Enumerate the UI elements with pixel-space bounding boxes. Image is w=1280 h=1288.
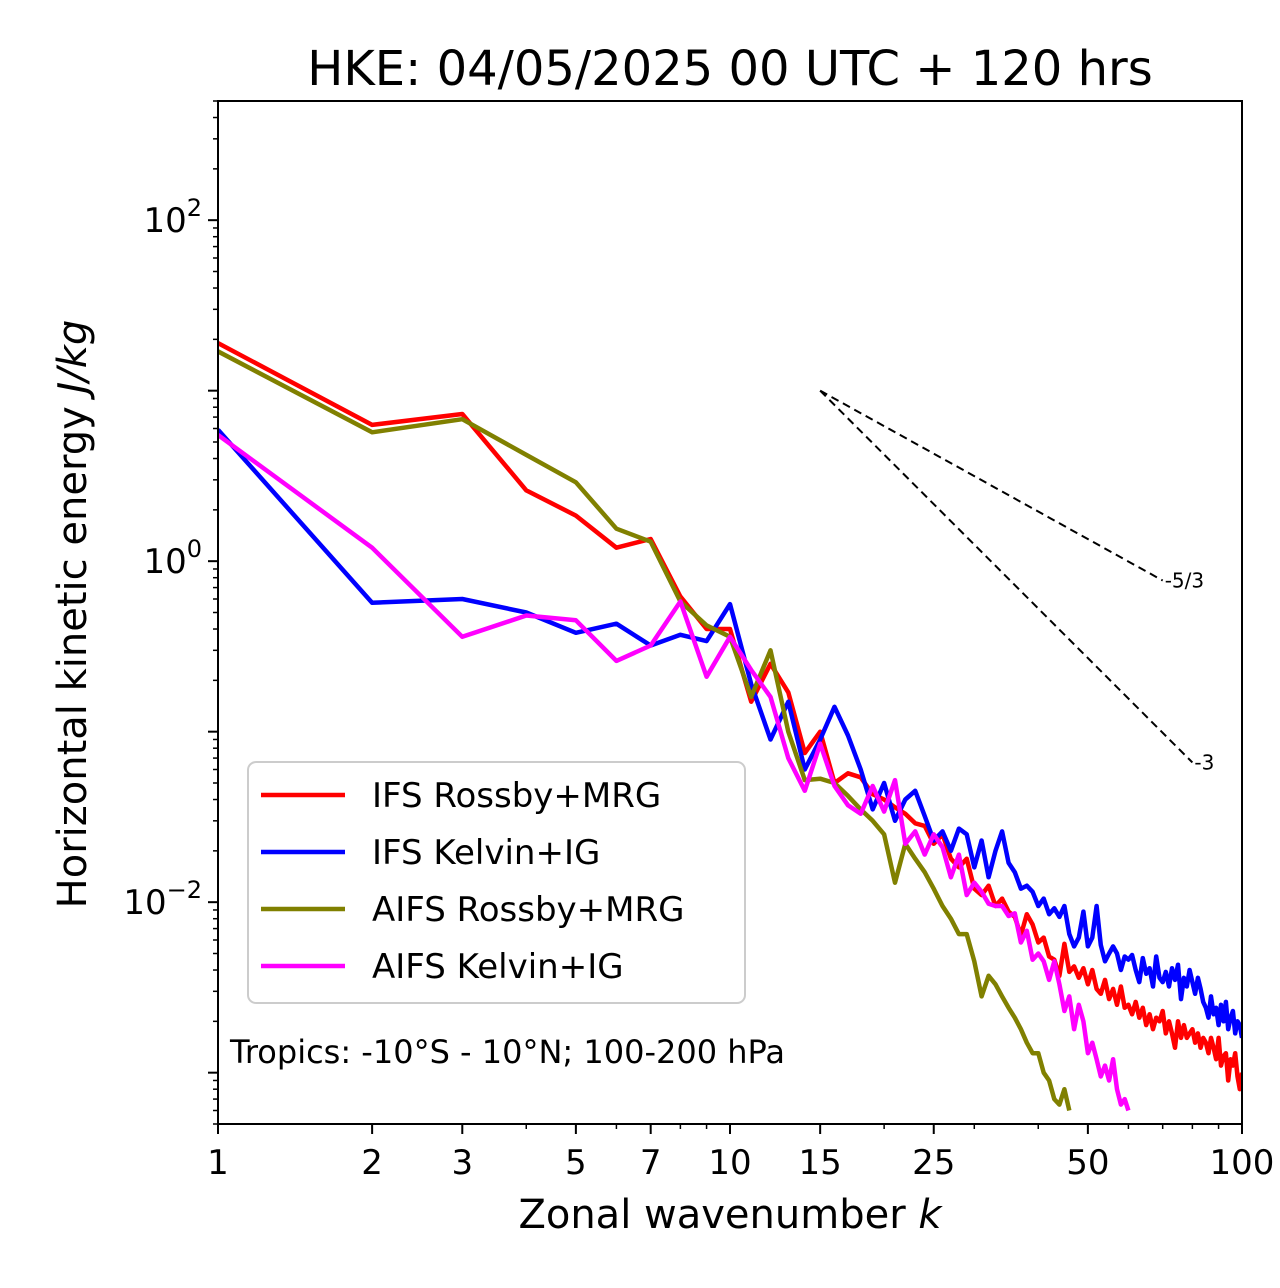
x-tick-label: 1	[207, 1143, 229, 1183]
reference-slope-labels: -5/3 -3	[1165, 569, 1215, 775]
chart-title: HKE: 04/05/2025 00 UTC + 120 hrs	[307, 41, 1153, 97]
x-tick-label: 100	[1210, 1143, 1275, 1183]
x-tick-label: 15	[799, 1143, 842, 1183]
y-tick-label: 100	[143, 535, 202, 582]
series-line-3	[218, 349, 1072, 1112]
reference-slope-label-1: -5/3	[1165, 569, 1204, 593]
legend-frame	[247, 761, 746, 1004]
x-tick-label: 25	[912, 1143, 955, 1183]
legend-label-2: IFS Kelvin+IG	[372, 833, 600, 873]
y-axis-ticks: 10−2 100 102	[123, 100, 218, 1125]
reference-slope-line-1	[819, 389, 1164, 582]
y-axis-label-unit: J/kg	[50, 320, 96, 401]
x-tick-label: 2	[361, 1143, 383, 1183]
x-axis-ticks: 1 2 3 5 7 10 15 25 50 100	[207, 1124, 1274, 1183]
x-tick-label: 10	[708, 1143, 751, 1183]
region-annotation: Tropics: -10°S - 10°N; 100-200 hPa	[229, 1033, 785, 1071]
y-axis-label-text: Horizontal kinetic energy	[50, 406, 96, 908]
x-tick-label: 5	[565, 1143, 587, 1183]
series-lines	[218, 341, 1242, 1112]
y-tick-label: 10−2	[123, 876, 202, 923]
x-axis-label: Zonal wavenumber k	[518, 1192, 943, 1238]
series-line-2	[218, 428, 1242, 1039]
y-tick-label: 102	[143, 194, 202, 241]
legend-items: IFS Rossby+MRG IFS Kelvin+IG AIFS Rossby+M…	[261, 776, 684, 987]
legend-label-1: IFS Rossby+MRG	[372, 776, 661, 816]
series-line-1	[218, 341, 1242, 1092]
x-tick-label: 7	[640, 1143, 662, 1183]
x-tick-label: 50	[1066, 1143, 1109, 1183]
reference-slope-line-2	[819, 389, 1194, 764]
x-axis-label-text: Zonal wavenumber	[518, 1192, 906, 1238]
x-tick-label: 3	[451, 1143, 473, 1183]
y-axis-label: Horizontal kinetic energy J/kg	[50, 320, 96, 909]
reference-slope-label-2: -3	[1194, 750, 1214, 774]
legend-label-3: AIFS Rossby+MRG	[372, 890, 684, 930]
series-line-4	[218, 433, 1131, 1112]
reference-slope-lines	[819, 389, 1194, 764]
legend: IFS Rossby+MRG IFS Kelvin+IG AIFS Rossby+M…	[247, 761, 746, 1004]
x-axis-label-symbol: k	[918, 1192, 943, 1238]
legend-label-4: AIFS Kelvin+IG	[372, 947, 624, 987]
